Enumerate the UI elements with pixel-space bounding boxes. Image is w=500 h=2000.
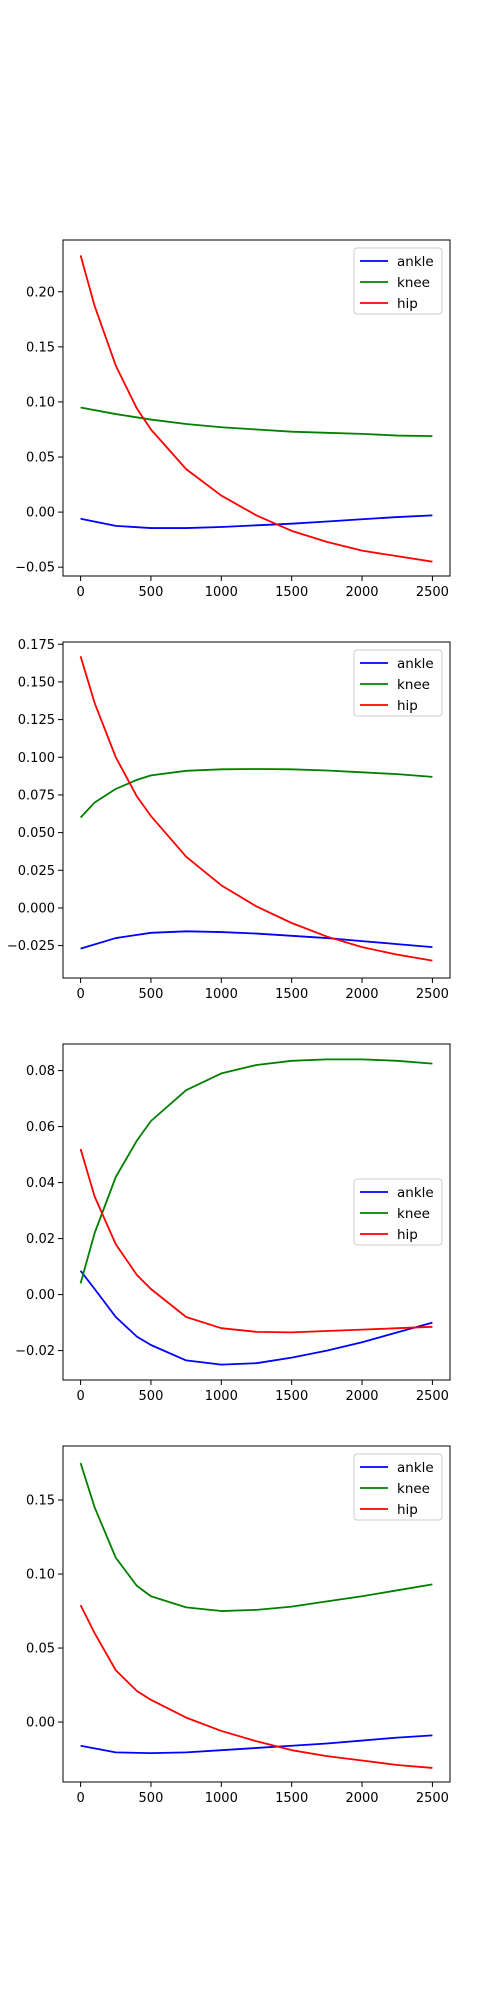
y-tick-label-3: 0.04: [26, 1176, 55, 1191]
x-tick-label-1: 500: [139, 585, 164, 600]
x-tick-label-4: 500: [139, 1791, 164, 1806]
x-tick-label-2: 0: [76, 987, 84, 1002]
x-tick-label-3: 2500: [416, 1389, 449, 1404]
legend-1: ankle knee hip: [353, 247, 443, 315]
y-tick-label-2: 0.150: [18, 675, 55, 690]
series-line-ankle-1: [80, 514, 433, 529]
chart-panel-1: 0 500 1000 1500 2000 2500 −0.05 0.00 0.05 0.10 0.1…: [15, 239, 451, 600]
y-tick-label-1: −0.05: [15, 561, 55, 576]
y-tick-label-2: 0.075: [18, 788, 55, 803]
legend-4: ankle knee hip: [353, 1453, 443, 1521]
y-tick-label-2: 0.100: [18, 751, 55, 766]
x-tick-label-4: 1000: [205, 1791, 238, 1806]
axes-frame-2: [62, 641, 451, 979]
series-lines: [79, 1462, 433, 1769]
series-line-knee-4: [79, 1462, 433, 1612]
legend-3: ankle knee hip: [353, 1178, 443, 1246]
series-lines: [79, 1058, 433, 1366]
y-tick-label-2: 0.050: [18, 826, 55, 841]
x-tick-label-4: 1500: [275, 1791, 308, 1806]
y-tick-label-1: 0.15: [26, 340, 55, 355]
x-tick-label-2: 500: [139, 987, 164, 1002]
y-tick-label-3: −0.02: [15, 1344, 55, 1359]
chart-panel-3: 0 500 1000 1500 2000 2500 −0.02 0.00 0.02 0.04 0.0…: [15, 1043, 451, 1404]
x-tick-label-4: 0: [76, 1791, 84, 1806]
series-line-hip-3: [79, 1148, 433, 1334]
y-tick-label-3: 0.02: [26, 1232, 55, 1247]
y-tick-label-2: 0.175: [18, 638, 55, 653]
x-tick-label-2: 2500: [416, 987, 449, 1002]
y-tick-label-2: 0.125: [18, 713, 55, 728]
legend-label-ankle: ankle: [397, 254, 434, 270]
y-tick-label-2: −0.025: [7, 939, 55, 954]
y-tick-label-2: 0.000: [18, 901, 55, 916]
y-tick-label-1: 0.10: [26, 395, 55, 410]
chart-panel-2: 0 500 1000 1500 2000 2500 −0.025 0.000 0.025 0.05…: [7, 638, 451, 1002]
legend-label-knee: knee: [397, 1206, 430, 1222]
axes-frame-4: [62, 1445, 451, 1783]
y-tick-label-4: 0.15: [26, 1494, 55, 1509]
y-tick-label-3: 0.08: [26, 1064, 55, 1079]
legend-box: [353, 1453, 443, 1521]
series-lines: [79, 255, 433, 563]
axes-frame-3: [62, 1043, 451, 1381]
chart-panel-4: 0 500 1000 1500 2000 2500 0.00 0.05 0.10 0.15 ankl…: [26, 1445, 451, 1806]
series-line-hip-2: [79, 656, 433, 962]
legend-label-ankle: ankle: [397, 1185, 434, 1201]
legend-2: ankle knee hip: [353, 649, 443, 717]
y-tick-label-2: 0.025: [18, 864, 55, 879]
y-tick-label-3: 0.00: [26, 1288, 55, 1303]
series-line-ankle-2: [80, 930, 433, 950]
legend-label-knee: knee: [397, 677, 430, 693]
legend-label-ankle: ankle: [397, 656, 434, 672]
legend-label-hip: hip: [397, 698, 418, 714]
x-tick-label-3: 500: [139, 1389, 164, 1404]
x-tick-label-3: 1500: [275, 1389, 308, 1404]
series-line-hip-4: [79, 1604, 433, 1769]
legend-label-hip: hip: [397, 296, 418, 312]
x-tick-label-2: 1500: [275, 987, 308, 1002]
y-tick-label-4: 0.00: [26, 1716, 55, 1731]
x-tick-label-3: 2000: [345, 1389, 378, 1404]
x-tick-label-1: 1500: [275, 585, 308, 600]
legend-label-hip: hip: [397, 1502, 418, 1518]
series-line-knee-2: [79, 768, 433, 819]
series-line-ankle-4: [80, 1734, 433, 1755]
x-tick-label-2: 1000: [205, 987, 238, 1002]
series-line-knee-1: [80, 406, 433, 437]
x-tick-label-1: 1000: [205, 585, 238, 600]
y-tick-label-1: 0.20: [26, 285, 55, 300]
y-tick-label-4: 0.10: [26, 1568, 55, 1583]
series-line-knee-3: [79, 1058, 433, 1284]
series-line-ankle-3: [79, 1270, 433, 1366]
axes-frame-1: [62, 239, 451, 577]
y-tick-label-3: 0.06: [26, 1120, 55, 1135]
legend-box: [353, 649, 443, 717]
x-tick-label-2: 2000: [345, 987, 378, 1002]
legend-label-knee: knee: [397, 1481, 430, 1497]
series-line-hip-1: [79, 255, 433, 563]
legend-label-hip: hip: [397, 1227, 418, 1243]
series-lines: [79, 656, 433, 962]
x-tick-label-4: 2000: [345, 1791, 378, 1806]
x-tick-label-1: 2500: [416, 585, 449, 600]
y-tick-label-1: 0.05: [26, 451, 55, 466]
legend-label-knee: knee: [397, 275, 430, 291]
x-tick-label-3: 0: [76, 1389, 84, 1404]
y-tick-label-4: 0.05: [26, 1642, 55, 1657]
x-tick-label-3: 1000: [205, 1389, 238, 1404]
x-tick-label-4: 2500: [416, 1791, 449, 1806]
legend-label-ankle: ankle: [397, 1460, 434, 1476]
legend-box: [353, 1178, 443, 1246]
x-tick-label-1: 0: [76, 585, 84, 600]
x-tick-label-1: 2000: [345, 585, 378, 600]
legend-box: [353, 247, 443, 315]
y-tick-label-1: 0.00: [26, 506, 55, 521]
